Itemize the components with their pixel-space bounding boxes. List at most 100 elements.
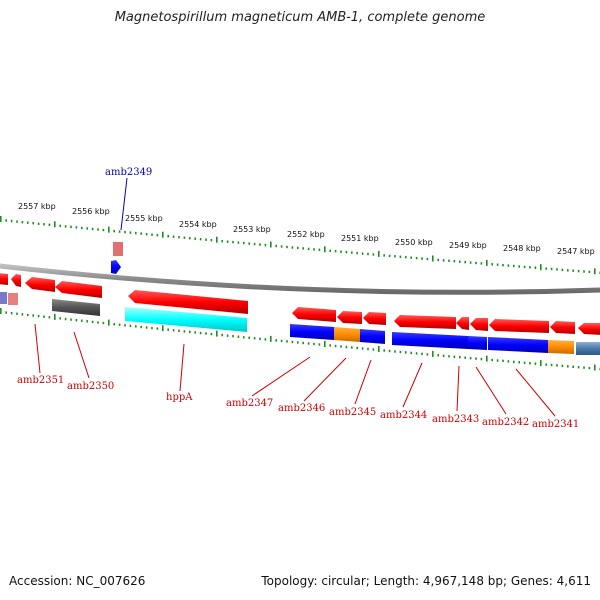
minor-tick xyxy=(140,325,142,329)
minor-tick xyxy=(367,347,369,351)
minor-tick xyxy=(572,365,574,368)
minor-tick xyxy=(583,270,585,273)
gene-block[interactable] xyxy=(0,292,7,304)
gene-block[interactable] xyxy=(488,337,548,353)
major-tick xyxy=(0,308,2,314)
gene-block[interactable] xyxy=(8,293,18,305)
gene-arrow[interactable] xyxy=(11,274,21,287)
gene-block[interactable] xyxy=(392,332,468,349)
gene-arrow[interactable] xyxy=(292,307,336,322)
minor-tick xyxy=(345,251,348,254)
gene-label-amb2351: amb2351 xyxy=(17,375,64,386)
major-tick xyxy=(540,264,542,271)
minor-tick xyxy=(189,330,191,334)
minor-tick xyxy=(226,240,229,243)
gene-arrow[interactable] xyxy=(128,290,248,314)
minor-tick xyxy=(550,363,553,367)
gene-arrow[interactable] xyxy=(489,319,549,333)
minor-tick xyxy=(172,329,175,332)
gene-arrow[interactable] xyxy=(55,281,102,298)
major-tick xyxy=(216,330,218,337)
minor-tick xyxy=(172,235,175,238)
gene-arrow[interactable] xyxy=(25,277,55,292)
minor-tick xyxy=(394,255,396,258)
ruler-label: 2547 kbp xyxy=(557,247,595,256)
label-leader xyxy=(475,366,507,415)
major-tick xyxy=(432,255,434,262)
minor-tick xyxy=(383,254,385,257)
gene-arrow[interactable] xyxy=(578,323,600,335)
ruler-label: 2555 kbp xyxy=(125,214,163,223)
major-tick xyxy=(162,325,164,332)
minor-tick xyxy=(459,356,461,359)
minor-tick xyxy=(545,363,547,366)
minor-tick xyxy=(572,269,574,272)
minor-tick xyxy=(205,238,207,241)
gene-block[interactable] xyxy=(125,307,247,332)
minor-tick xyxy=(496,263,499,266)
minor-tick xyxy=(286,340,288,343)
gene-amb2349[interactable]: amb2349 xyxy=(105,167,152,274)
gene-arrow[interactable] xyxy=(0,273,8,285)
gene-block[interactable] xyxy=(113,242,123,256)
minor-tick xyxy=(237,241,240,244)
gene-block[interactable] xyxy=(548,340,574,354)
gene-block[interactable] xyxy=(290,324,334,340)
major-tick xyxy=(162,231,164,238)
minor-tick xyxy=(167,328,169,331)
forward-strand-genes xyxy=(0,273,600,335)
minor-tick xyxy=(118,323,121,326)
minor-tick xyxy=(415,352,418,355)
gene-arrow[interactable] xyxy=(550,321,575,334)
minor-tick xyxy=(124,230,126,234)
minor-tick xyxy=(151,233,153,236)
gene-block[interactable] xyxy=(468,336,487,350)
gene-arrow[interactable] xyxy=(337,311,362,324)
minor-tick xyxy=(59,317,61,320)
minor-tick xyxy=(70,318,72,321)
gene-arrow[interactable] xyxy=(470,318,488,331)
gene-arrow[interactable] xyxy=(111,260,121,274)
genome-summary-text: Topology: circular; Length: 4,967,148 bp… xyxy=(261,574,591,588)
upper-ruler xyxy=(0,216,600,275)
gene-label-amb2342: amb2342 xyxy=(482,417,529,428)
minor-tick xyxy=(464,260,466,264)
minor-tick xyxy=(27,221,29,224)
gene-block[interactable] xyxy=(576,342,600,355)
major-tick xyxy=(54,221,56,228)
gene-label-amb2347: amb2347 xyxy=(226,398,273,409)
minor-tick xyxy=(189,237,191,240)
gene-arrow[interactable] xyxy=(394,315,456,329)
gene-label-amb2346: amb2346 xyxy=(278,403,325,414)
minor-tick xyxy=(426,257,429,261)
minor-tick xyxy=(437,258,439,262)
minor-tick xyxy=(507,264,510,267)
label-leader xyxy=(73,331,90,379)
label-leader xyxy=(251,356,311,397)
gene-arrow[interactable] xyxy=(363,312,386,325)
minor-tick xyxy=(518,265,520,268)
gene-arrow[interactable] xyxy=(456,317,469,330)
gene-block[interactable] xyxy=(52,299,100,316)
minor-tick xyxy=(307,342,310,345)
minor-tick xyxy=(459,260,461,263)
minor-tick xyxy=(577,269,580,273)
gene-block[interactable] xyxy=(334,327,360,342)
minor-tick xyxy=(356,251,358,255)
minor-tick xyxy=(5,311,7,314)
minor-tick xyxy=(577,366,580,369)
minor-tick xyxy=(32,222,34,225)
major-tick xyxy=(378,346,380,352)
minor-tick xyxy=(145,233,148,236)
minor-tick xyxy=(469,261,472,264)
minor-tick xyxy=(318,343,321,346)
minor-tick xyxy=(102,321,105,325)
bottom-gene-labels: amb2351 amb2350 hppA amb2347 amb2346 amb… xyxy=(17,375,579,430)
minor-tick xyxy=(529,266,531,269)
major-tick xyxy=(594,268,596,275)
minor-tick xyxy=(102,228,105,232)
minor-tick xyxy=(437,354,439,357)
minor-tick xyxy=(70,225,72,229)
gene-block[interactable] xyxy=(360,329,385,344)
minor-tick xyxy=(135,231,137,235)
